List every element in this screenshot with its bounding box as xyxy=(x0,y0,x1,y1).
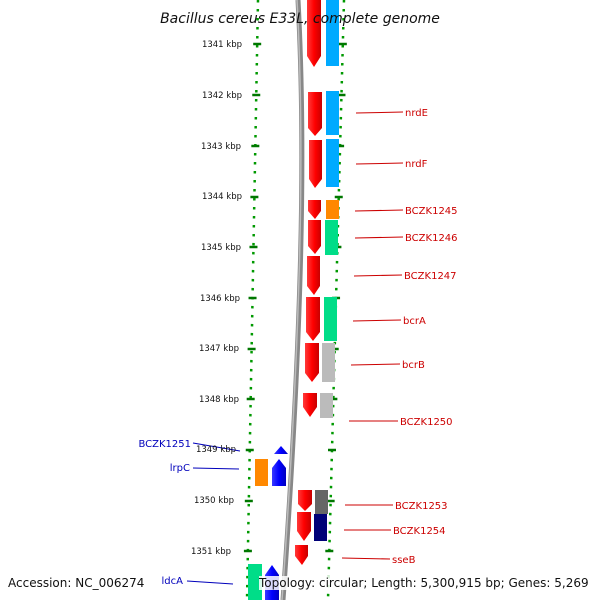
gene-label[interactable]: bcrA xyxy=(403,316,426,327)
cog-bar[interactable] xyxy=(326,139,339,187)
cog-bar[interactable] xyxy=(326,0,339,66)
gene-label[interactable]: sseB xyxy=(392,555,416,566)
cog-bar[interactable] xyxy=(314,514,327,541)
tick-label: 1350 kbp xyxy=(194,496,234,506)
topology-text: Topology: circular; Length: 5,300,915 bp… xyxy=(259,576,589,590)
gene-label[interactable]: nrdF xyxy=(405,159,428,170)
genome-backbone xyxy=(280,0,305,600)
gene-label[interactable]: BCZK1251 xyxy=(138,439,191,450)
ruler-right-line xyxy=(326,0,346,600)
ruler-left-line xyxy=(245,0,260,600)
gene-label[interactable]: bcrB xyxy=(402,360,425,371)
gene-arrow[interactable] xyxy=(308,220,321,254)
gene-label[interactable]: BCZK1253 xyxy=(395,501,448,512)
cog-bar[interactable] xyxy=(255,459,268,486)
gene-arrow[interactable] xyxy=(295,545,308,565)
gene-label[interactable]: BCZK1250 xyxy=(400,417,453,428)
cog-bar[interactable] xyxy=(325,220,338,255)
gene-label[interactable]: nrdE xyxy=(405,108,428,119)
ruler-tick-labels: 1341 kbp 1342 kbp 1343 kbp 1344 kbp 1345… xyxy=(191,40,242,557)
gene-labels-reverse: BCZK1251 lrpC ldcA xyxy=(138,439,191,587)
cog-category-bars xyxy=(248,0,339,600)
tick-label: 1344 kbp xyxy=(202,192,242,202)
cog-bar[interactable] xyxy=(248,564,262,600)
forward-strand-genes xyxy=(295,0,322,565)
gene-label[interactable]: ldcA xyxy=(162,576,184,587)
genome-backbone-highlight xyxy=(281,0,302,600)
cog-bar[interactable] xyxy=(326,91,339,135)
gene-arrow[interactable] xyxy=(309,140,322,188)
gene-arrow[interactable] xyxy=(272,459,286,486)
tick-label: 1351 kbp xyxy=(191,547,231,557)
tick-label: 1343 kbp xyxy=(201,142,241,152)
tick-label: 1348 kbp xyxy=(199,395,239,405)
tick-label: 1349 kbp xyxy=(196,445,236,455)
gene-label[interactable]: lrpC xyxy=(170,463,190,474)
gene-arrow[interactable] xyxy=(274,446,288,454)
map-title: Bacillus cereus E33L, complete genome xyxy=(160,11,440,27)
cog-bar[interactable] xyxy=(324,297,337,341)
gene-arrow[interactable] xyxy=(305,343,319,382)
cog-bar[interactable] xyxy=(320,393,333,418)
tick-label: 1347 kbp xyxy=(199,344,239,354)
tick-label: 1341 kbp xyxy=(202,40,242,50)
gene-arrow[interactable] xyxy=(303,393,317,417)
gene-label[interactable]: BCZK1246 xyxy=(405,233,458,244)
gene-arrow[interactable] xyxy=(306,297,320,341)
gene-arrow[interactable] xyxy=(307,0,321,67)
gene-label[interactable]: BCZK1247 xyxy=(404,271,457,282)
gene-label[interactable]: BCZK1254 xyxy=(393,526,446,537)
label-connectors xyxy=(186,111,404,585)
gene-labels-forward: nrdE nrdF BCZK1245 BCZK1246 BCZK1247 bcr… xyxy=(392,108,458,566)
gene-arrow[interactable] xyxy=(308,200,321,219)
gene-arrow[interactable] xyxy=(307,256,320,295)
tick-label: 1342 kbp xyxy=(202,91,242,101)
tick-label: 1345 kbp xyxy=(201,243,241,253)
cog-bar[interactable] xyxy=(322,343,335,382)
gene-arrow[interactable] xyxy=(297,512,311,541)
accession-text: Accession: NC_006274 xyxy=(8,576,145,590)
cog-bar[interactable] xyxy=(315,490,328,514)
gene-label[interactable]: BCZK1245 xyxy=(405,206,458,217)
gene-arrow[interactable] xyxy=(298,490,312,511)
tick-label: 1346 kbp xyxy=(200,294,240,304)
gene-arrow[interactable] xyxy=(308,92,322,136)
cog-bar[interactable] xyxy=(326,200,339,219)
